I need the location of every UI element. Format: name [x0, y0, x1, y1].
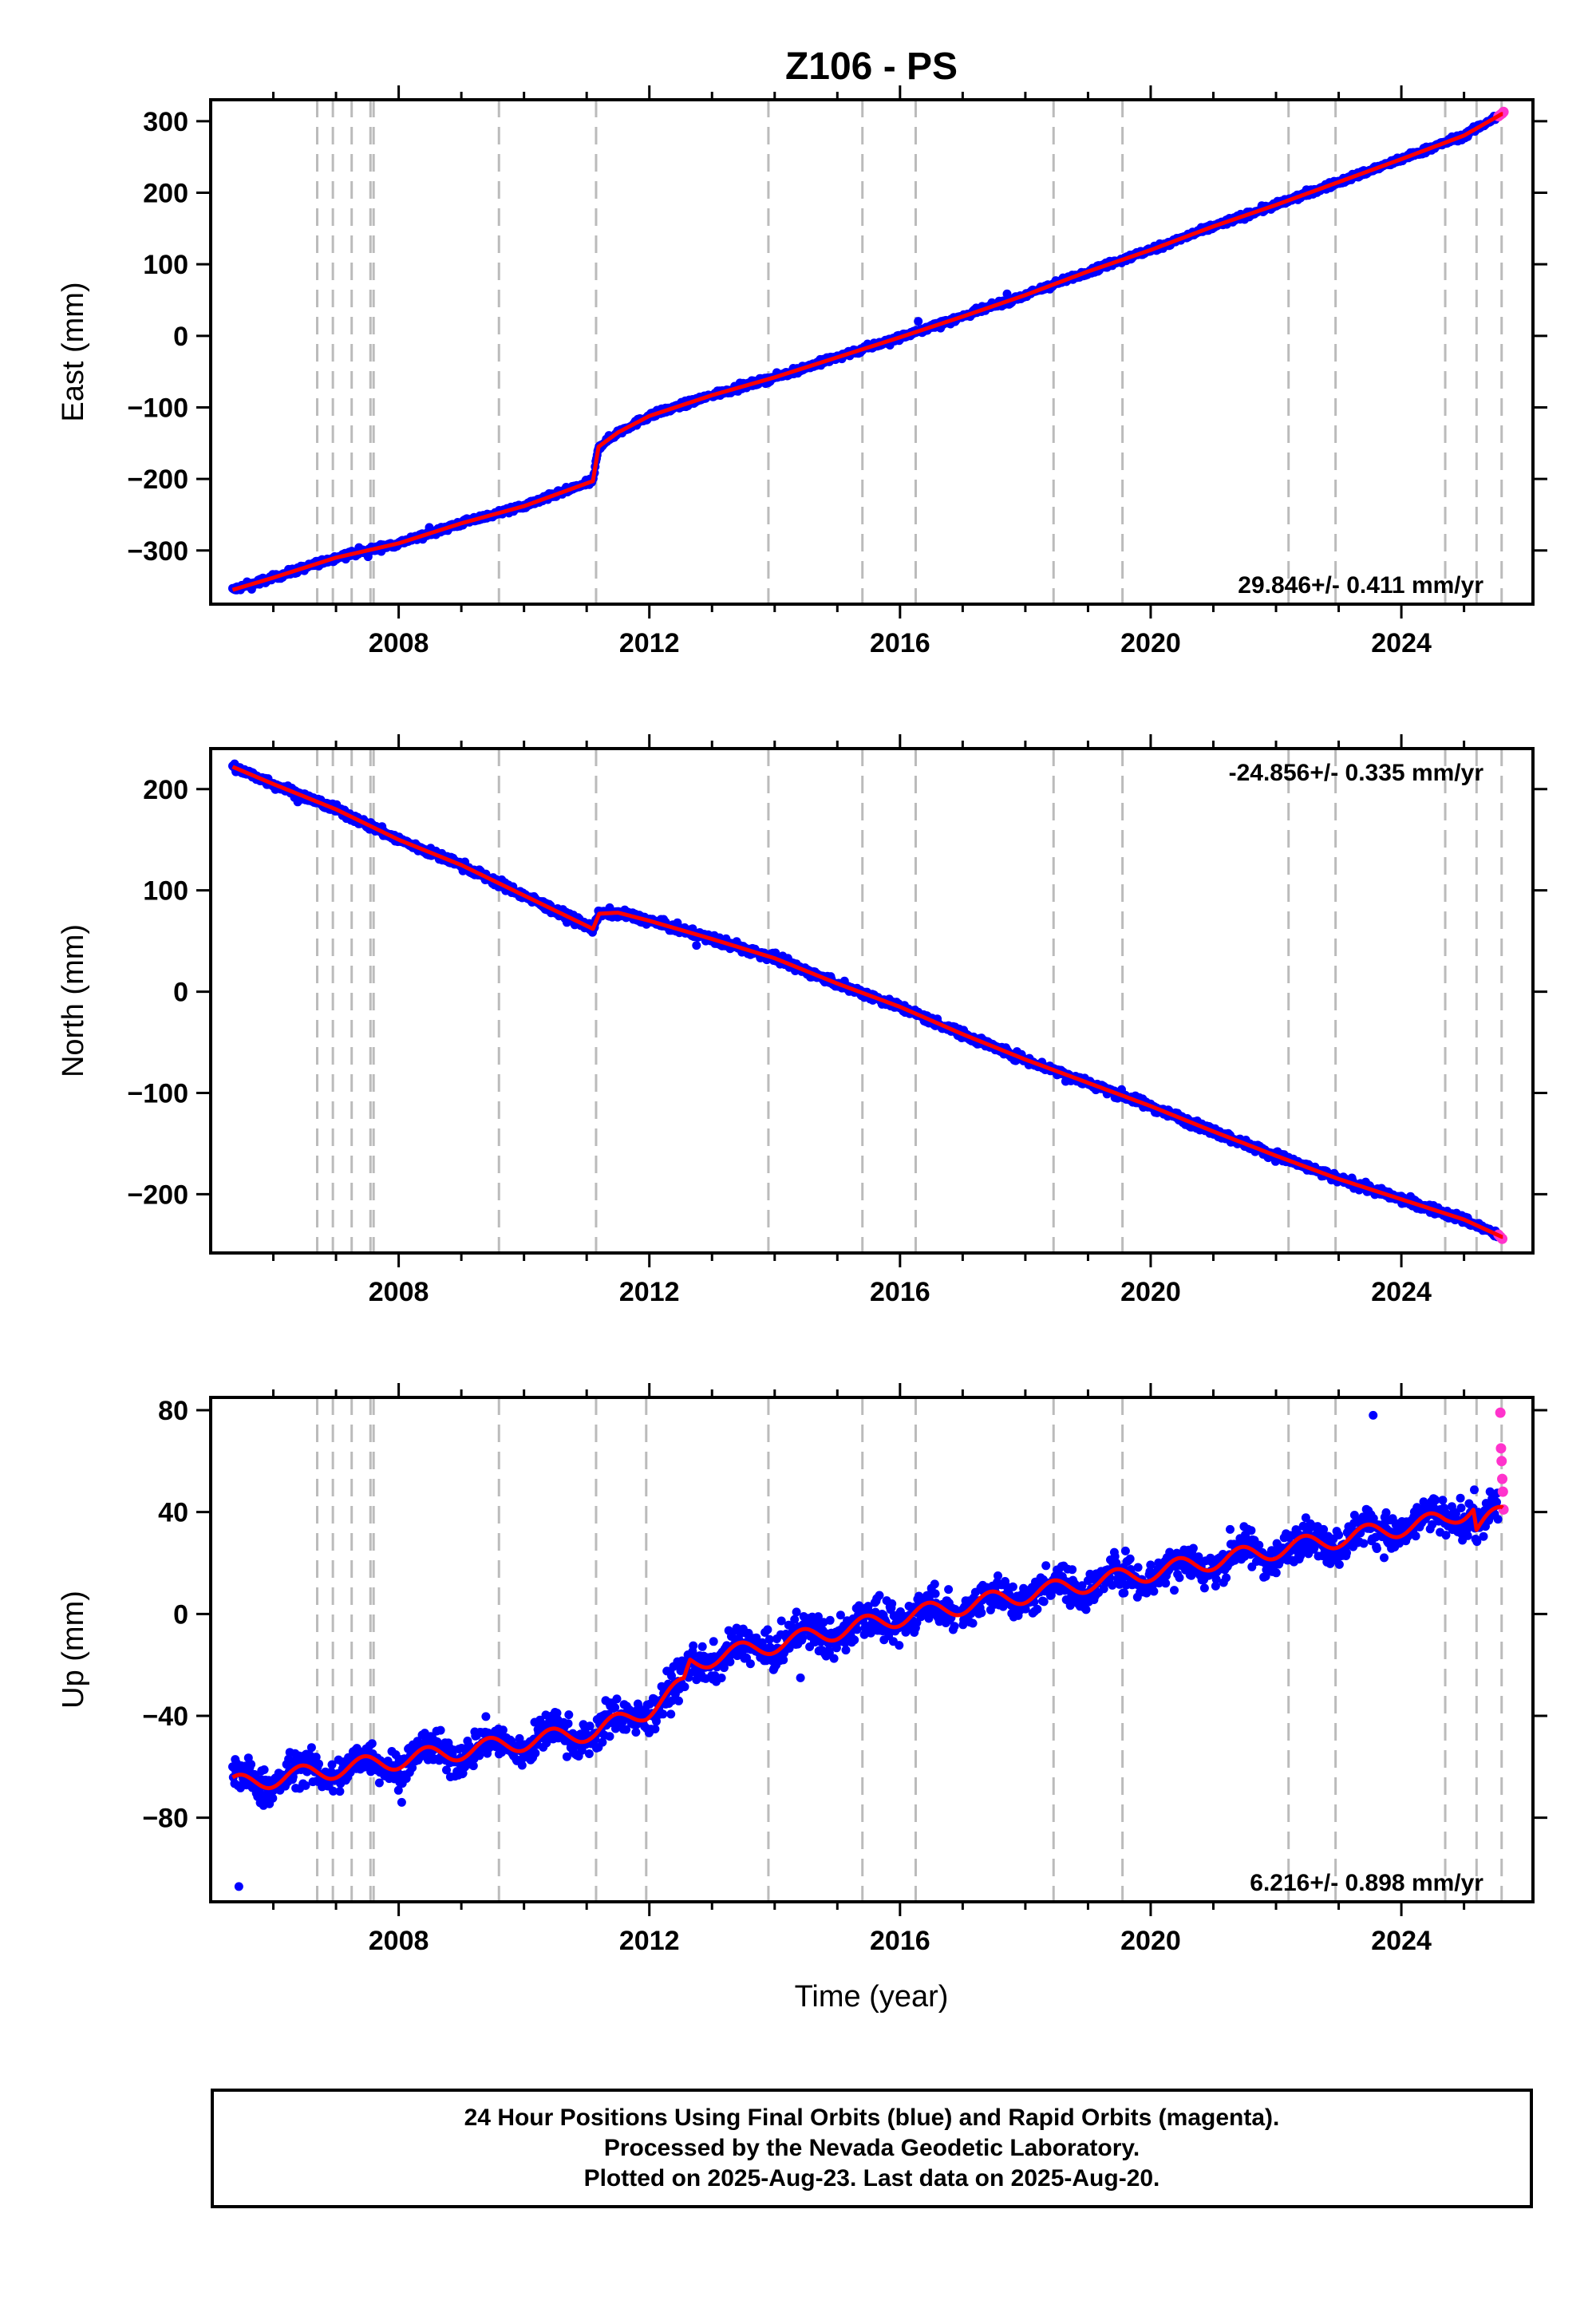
- x-tick-label: 2016: [870, 628, 930, 658]
- data-point: [397, 1797, 406, 1807]
- data-point: [745, 1659, 755, 1669]
- data-point: [436, 1725, 445, 1735]
- data-point: [650, 1725, 660, 1733]
- x-tick-label: 2024: [1371, 628, 1432, 658]
- final-orbit-points: [228, 1410, 1503, 1891]
- y-tick-label: −200: [127, 464, 188, 495]
- data-point: [763, 1625, 772, 1634]
- data-point: [247, 1760, 256, 1769]
- data-point: [564, 1710, 574, 1720]
- data-point: [697, 1642, 707, 1651]
- data-point: [689, 1641, 698, 1650]
- y-tick-label: −200: [127, 1180, 188, 1210]
- x-tick-label: 2024: [1371, 1277, 1432, 1307]
- data-point: [717, 1674, 726, 1682]
- chart-title: Z106 - PS: [785, 45, 958, 88]
- panels: 2008 2012 2016 2020 2024 −300 −200 −100 0 100 200 3…: [57, 85, 1547, 1956]
- x-tick-label: 2008: [369, 1277, 429, 1307]
- data-point: [259, 1765, 269, 1774]
- y-tick-label: −100: [127, 1078, 188, 1109]
- data-point: [674, 1696, 683, 1705]
- panel-north: 2008 2012 2016 2020 2024 −200 −100 0 100 200 North…: [57, 734, 1547, 1307]
- data-point: [709, 1637, 718, 1646]
- y-tick-label: −100: [127, 393, 188, 423]
- data-point: [914, 317, 923, 326]
- y-tick-label: 300: [143, 107, 188, 137]
- rate-label: 29.846+/- 0.411 mm/yr: [1238, 572, 1483, 599]
- data-point: [612, 1694, 622, 1704]
- data-point: [792, 1607, 801, 1617]
- y-axis-label: East (mm): [57, 282, 90, 421]
- data-point: [631, 1728, 641, 1737]
- plot-area: [228, 100, 1509, 604]
- data-point: [666, 1709, 676, 1719]
- x-tick-label: 2020: [1120, 628, 1181, 658]
- data-point: [335, 1787, 345, 1796]
- data-point: [725, 1657, 735, 1666]
- data-point: [481, 1712, 491, 1721]
- x-tick-label: 2020: [1120, 1277, 1181, 1307]
- x-tick-label: 2016: [870, 1277, 930, 1307]
- data-point: [367, 1739, 377, 1749]
- y-tick-label: 200: [143, 775, 188, 805]
- rate-label: -24.856+/- 0.335 mm/yr: [1229, 760, 1484, 786]
- y-tick-label: 100: [143, 250, 188, 280]
- data-point: [584, 1749, 594, 1758]
- data-point: [563, 1719, 573, 1729]
- final-orbit-points: [228, 112, 1503, 595]
- data-point: [841, 1646, 851, 1655]
- x-tick-label: 2012: [619, 628, 680, 658]
- data-point: [829, 1654, 839, 1663]
- data-point: [680, 1682, 689, 1692]
- y-axis-label: North (mm): [57, 924, 90, 1077]
- x-tick-label: 2008: [369, 628, 429, 658]
- data-point: [692, 941, 701, 951]
- y-tick-label: 0: [173, 978, 188, 1008]
- y-tick-label: 0: [173, 322, 188, 352]
- data-point: [374, 1778, 384, 1788]
- y-tick-label: −300: [127, 536, 188, 567]
- data-point: [605, 1732, 614, 1741]
- data-point: [268, 1793, 278, 1803]
- data-point: [306, 1743, 316, 1753]
- y-tick-label: 200: [143, 179, 188, 209]
- plot-area: [228, 749, 1508, 1253]
- data-point: [314, 1759, 323, 1769]
- data-point: [658, 1709, 668, 1719]
- y-tick-label: 100: [143, 876, 188, 907]
- data-point: [825, 1615, 835, 1625]
- x-tick-label: 2012: [619, 1277, 680, 1307]
- data-point: [531, 1749, 540, 1758]
- panel-east: 2008 2012 2016 2020 2024 −300 −200 −100 0 100 200 3…: [57, 85, 1547, 658]
- plot-area: [228, 1397, 1509, 1902]
- data-point: [610, 1703, 620, 1713]
- data-point: [796, 1673, 805, 1682]
